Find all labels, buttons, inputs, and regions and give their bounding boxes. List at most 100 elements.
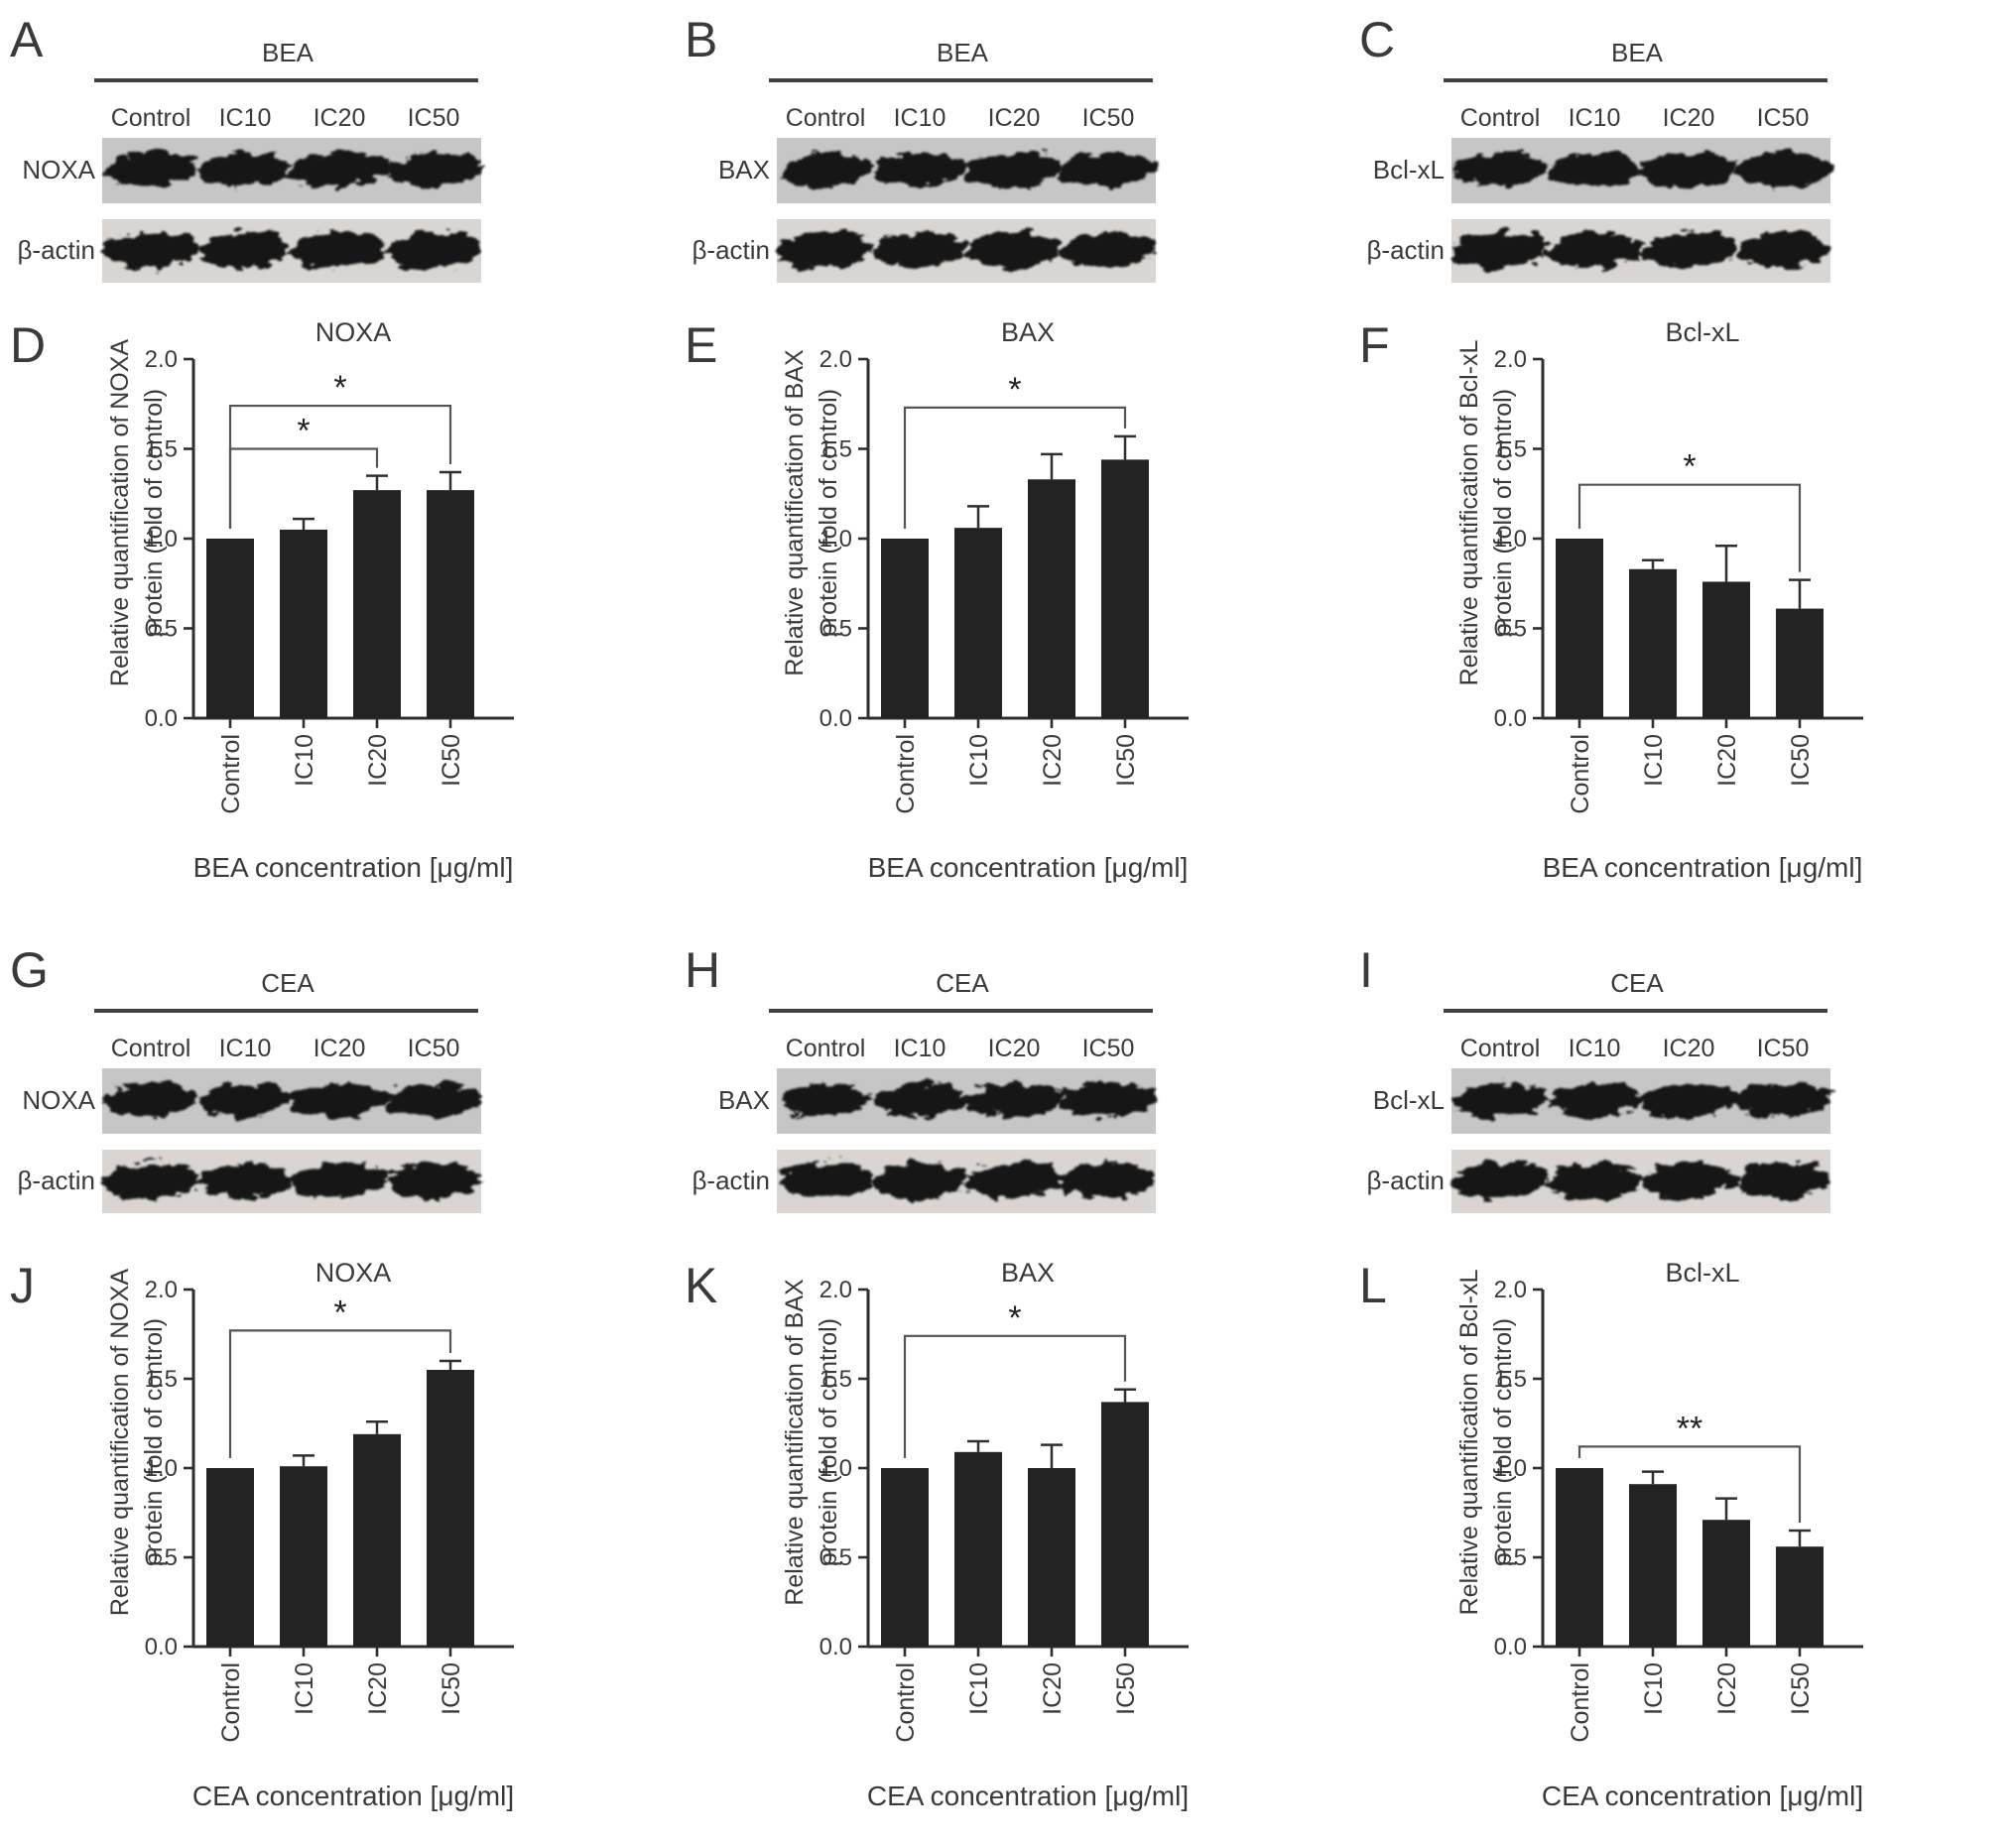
lane-label: IC20 bbox=[988, 104, 1041, 132]
blot-band bbox=[102, 231, 199, 269]
lane-label: IC20 bbox=[1663, 104, 1715, 132]
protein-label: BAX bbox=[718, 1085, 770, 1115]
blot-band bbox=[780, 152, 871, 187]
blot-band bbox=[1454, 152, 1546, 187]
x-tick-label: IC10 bbox=[291, 734, 318, 787]
treatment-label: BEA bbox=[937, 38, 989, 67]
treatment-label: CEA bbox=[1610, 968, 1664, 998]
x-tick-label: IC20 bbox=[1713, 1662, 1741, 1715]
x-axis-title: BEA concentration [μg/ml] bbox=[868, 852, 1189, 883]
panel-letter: H bbox=[685, 942, 720, 998]
bar-ic20 bbox=[1702, 1520, 1750, 1647]
y-tick-label: 0.5 bbox=[145, 1544, 178, 1571]
blot-band bbox=[1454, 1082, 1546, 1118]
significance-star: * bbox=[1008, 371, 1021, 409]
y-tick-label: 1.0 bbox=[145, 1455, 178, 1482]
lane-label: IC50 bbox=[1757, 1035, 1810, 1062]
y-axis-label: protein (fold of control) bbox=[1489, 389, 1517, 637]
y-tick-label: 0.0 bbox=[145, 1634, 178, 1660]
bar-control bbox=[1556, 1468, 1603, 1647]
y-tick-label: 2.0 bbox=[145, 1277, 178, 1303]
panel-letter: G bbox=[10, 942, 49, 998]
x-tick-label: Control bbox=[1567, 1662, 1594, 1743]
y-tick-label: 1.0 bbox=[1494, 1455, 1527, 1482]
blot-band bbox=[1734, 1082, 1831, 1118]
blot-band bbox=[1736, 1162, 1829, 1199]
chart-panel-e: E BAX Relative quantification of BAX protei… bbox=[675, 298, 1341, 930]
bar-control bbox=[1556, 539, 1603, 718]
blot-band bbox=[964, 152, 1064, 187]
blot-panel-i: I CEA Control IC10 IC20 IC50 Bcl-xL β-actin bbox=[1349, 930, 2016, 1238]
bar-ic50 bbox=[427, 490, 474, 718]
y-axis-label: Relative quantification of BAX bbox=[781, 349, 809, 676]
y-tick-label: 2.0 bbox=[819, 346, 852, 373]
chart-panel-l-canvas: L Bcl-xL Relative quantification of Bcl-xL… bbox=[1359, 1258, 1863, 1811]
significance-bracket bbox=[1577, 483, 1802, 572]
y-tick-label: 2.0 bbox=[1494, 1277, 1527, 1303]
blot-band bbox=[1641, 231, 1736, 269]
protein-label: β-actin bbox=[17, 235, 95, 265]
blot-band bbox=[1639, 1082, 1738, 1118]
protein-label: β-actin bbox=[692, 235, 770, 265]
blot-band bbox=[1060, 1082, 1157, 1118]
lane-label: IC20 bbox=[314, 104, 366, 132]
blot-band bbox=[777, 1162, 874, 1199]
protein-label: Bcl-xL bbox=[1373, 1085, 1445, 1115]
lane-label: IC10 bbox=[219, 104, 272, 132]
x-tick-label: IC20 bbox=[364, 734, 392, 787]
chart-title: NOXA bbox=[315, 317, 392, 347]
bar-ic10 bbox=[954, 1451, 1002, 1647]
blot-band bbox=[292, 231, 387, 269]
blot-band bbox=[777, 231, 874, 269]
y-tick-label: 1.5 bbox=[145, 1366, 178, 1393]
y-axis-label: Relative quantification of Bcl-xL bbox=[1455, 340, 1483, 686]
blot-band bbox=[385, 152, 482, 187]
significance-bracket bbox=[228, 404, 452, 529]
x-tick-label: Control bbox=[217, 734, 245, 814]
y-tick-label: 2.0 bbox=[1494, 346, 1527, 373]
x-tick-label: IC50 bbox=[1112, 1662, 1140, 1715]
y-tick-label: 0.5 bbox=[145, 616, 178, 643]
bar-ic50 bbox=[1101, 459, 1149, 718]
x-axis-title: CEA concentration [μg/ml] bbox=[192, 1781, 514, 1811]
blot-panel-g: G CEA Control IC10 IC20 IC50 NOXA β-actin bbox=[0, 930, 667, 1238]
blot-band bbox=[1062, 1162, 1155, 1199]
bar-ic20 bbox=[353, 490, 401, 718]
x-tick-label: IC50 bbox=[1112, 734, 1140, 787]
y-tick-label: 2.0 bbox=[819, 1277, 852, 1303]
chart-panel-d-canvas: D NOXA Relative quantification of NOXA prot… bbox=[10, 317, 514, 883]
x-tick-label: IC10 bbox=[1640, 1662, 1668, 1715]
y-tick-label: 1.0 bbox=[145, 526, 178, 553]
protein-label: β-actin bbox=[17, 1166, 95, 1195]
treatment-label: BEA bbox=[1611, 38, 1664, 67]
lane-label: IC50 bbox=[408, 1035, 460, 1062]
protein-label: β-actin bbox=[1366, 1166, 1445, 1195]
lane-label: Control bbox=[786, 1035, 866, 1062]
bar-ic10 bbox=[280, 1466, 327, 1647]
y-tick-label: 1.0 bbox=[1494, 526, 1527, 553]
blot-band bbox=[1451, 231, 1549, 269]
x-tick-label: IC50 bbox=[1787, 1662, 1815, 1715]
y-axis-label: Relative quantification of BAX bbox=[781, 1279, 809, 1606]
y-tick-label: 0.0 bbox=[1494, 1634, 1527, 1660]
panel-letter: B bbox=[685, 12, 717, 67]
bar-ic10 bbox=[954, 528, 1002, 718]
blot-panel-i-canvas: I CEA Control IC10 IC20 IC50 Bcl-xL β-actin bbox=[1359, 942, 1831, 1213]
bar-ic20 bbox=[1028, 479, 1075, 718]
y-tick-label: 0.0 bbox=[145, 705, 178, 732]
blot-band bbox=[105, 152, 196, 187]
bar-ic50 bbox=[1101, 1402, 1149, 1647]
significance-star: * bbox=[1008, 1299, 1021, 1337]
y-tick-label: 0.0 bbox=[1494, 705, 1527, 732]
y-axis-label: protein (fold of control) bbox=[1489, 1318, 1517, 1566]
protein-label: Bcl-xL bbox=[1373, 155, 1445, 184]
blot-band bbox=[1549, 152, 1640, 187]
panel-letter: A bbox=[10, 12, 44, 67]
blot-panel-g-canvas: G CEA Control IC10 IC20 IC50 NOXA β-actin bbox=[10, 942, 482, 1213]
treatment-label: CEA bbox=[261, 968, 315, 998]
significance-star: * bbox=[1683, 448, 1696, 486]
lane-label: Control bbox=[111, 1035, 191, 1062]
x-axis-title: BEA concentration [μg/ml] bbox=[1543, 852, 1863, 883]
chart-panel-j-canvas: J NOXA Relative quantification of NOXA prot… bbox=[10, 1258, 514, 1811]
